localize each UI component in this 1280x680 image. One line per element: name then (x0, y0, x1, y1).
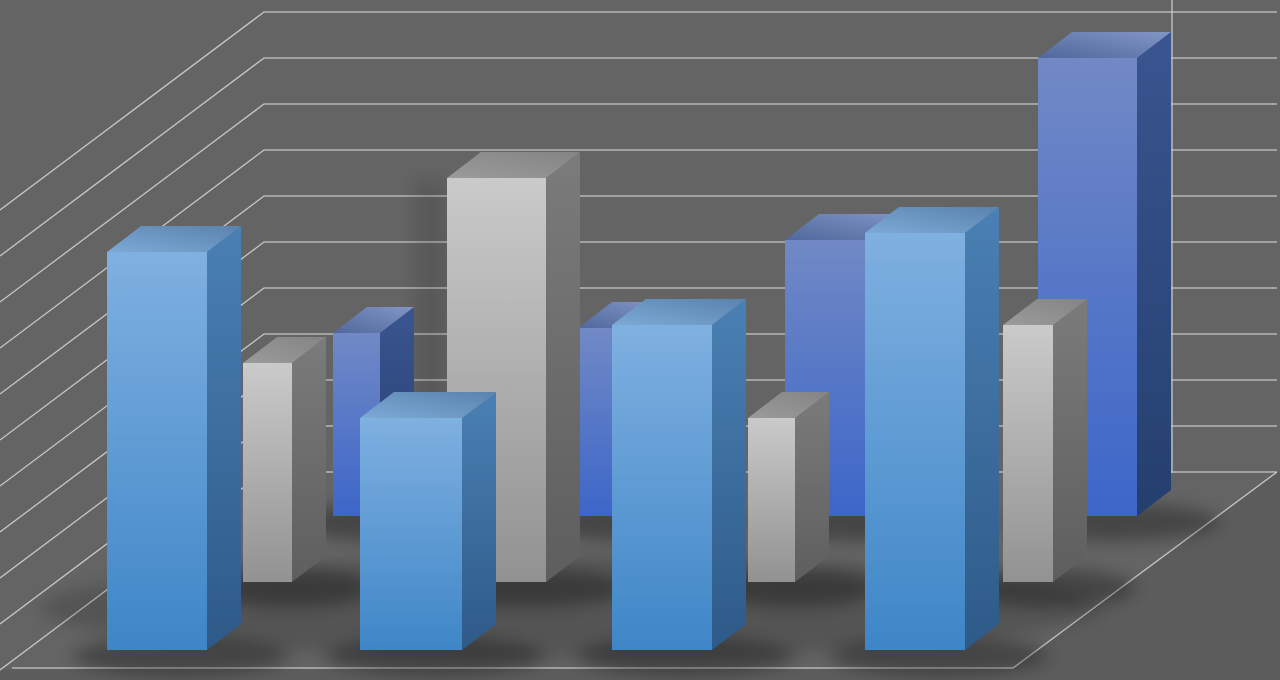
bar-front-face (865, 233, 965, 650)
bar-front-group1 (107, 226, 241, 650)
bar-front-face (243, 363, 292, 582)
bar-top-face (360, 392, 496, 418)
bar-top-face (612, 299, 746, 325)
bar-top-face (447, 152, 580, 178)
bar-top-face (865, 207, 999, 233)
bar-side-face (546, 152, 580, 582)
bar-middle-group3 (748, 392, 829, 582)
bar-front-face (748, 418, 795, 582)
gridline (0, 149, 1277, 349)
bar-side-face (292, 337, 326, 582)
bar-front-face (360, 418, 462, 650)
bars-layer (107, 32, 1171, 650)
bar-front-group2 (360, 392, 496, 650)
bar-side-face (795, 392, 829, 582)
bar-middle-group1 (243, 337, 326, 582)
bar-side-face (207, 226, 241, 650)
gridline (0, 103, 1277, 303)
bar-back-group4 (1038, 32, 1171, 516)
bar-front-face (1003, 325, 1053, 582)
bar-top-face (1003, 299, 1087, 325)
bar-top-face (748, 392, 829, 418)
bar-side-face (462, 392, 496, 650)
bar-side-face (1137, 32, 1171, 516)
bar-top-face (107, 226, 241, 252)
gridline (0, 57, 1277, 257)
bar-front-group4 (865, 207, 999, 650)
bar-top-face (1038, 32, 1171, 58)
bar-side-face (965, 207, 999, 650)
gridline (0, 195, 1277, 395)
bar-front-face (107, 252, 207, 650)
bar-side-face (1053, 299, 1087, 582)
bar-front-group3 (612, 299, 746, 650)
gridline (0, 11, 1277, 211)
floor-front-strip (0, 472, 1280, 680)
bar-front-face (612, 325, 712, 650)
bar-middle-group4 (1003, 299, 1087, 582)
bar-top-face (243, 337, 326, 363)
bar-side-face (712, 299, 746, 650)
bar-top-face (333, 307, 414, 333)
